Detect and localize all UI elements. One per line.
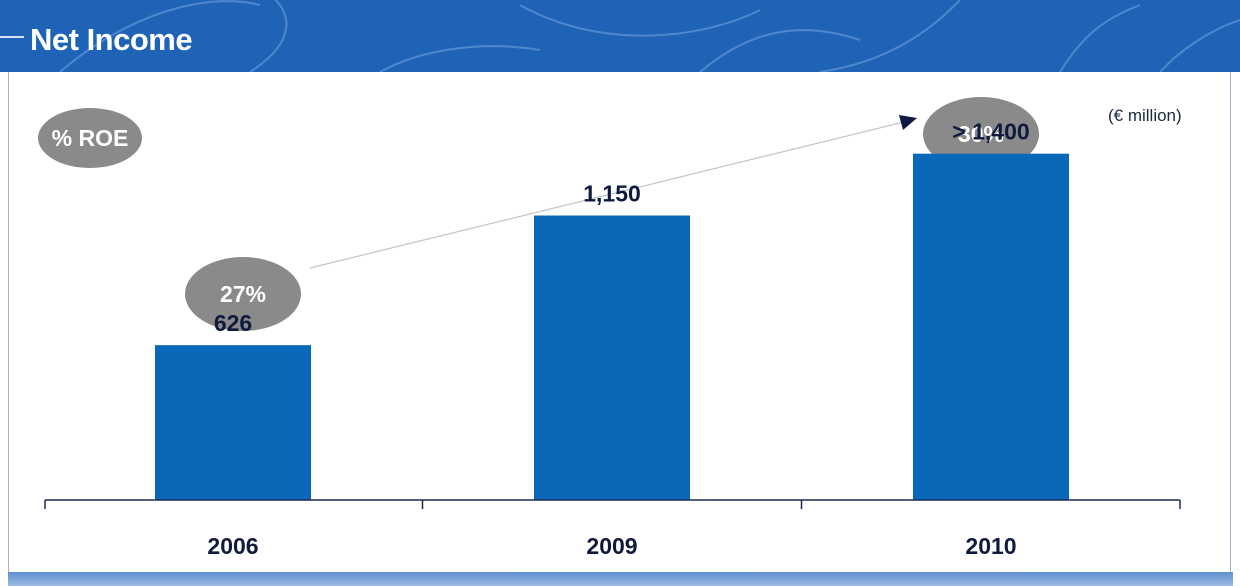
header-decoration <box>59 0 1240 72</box>
roe-ellipse-2010 <box>923 97 1039 171</box>
value-label-2009: 1,150 <box>583 181 641 207</box>
bar-2010 <box>913 153 1069 500</box>
roe-label-2010: 30% <box>958 121 1004 147</box>
unit-label: (€ million) <box>1108 106 1182 125</box>
header-banner: Net Income <box>0 0 1240 72</box>
title-accent-line <box>0 36 24 38</box>
year-label-2006: 2006 <box>207 533 258 559</box>
content-frame <box>8 72 1231 572</box>
page-title: Net Income <box>30 22 193 57</box>
bar-2009 <box>534 215 690 501</box>
roe-legend-ellipse <box>38 108 142 168</box>
roe-legend-label: % ROE <box>52 125 129 151</box>
year-label-2009: 2009 <box>586 533 637 559</box>
value-label-2006: 626 <box>214 310 252 336</box>
roe-label-2006: 27% <box>220 281 266 307</box>
bar-2006 <box>155 345 311 500</box>
roe-ellipse-2006 <box>185 257 301 331</box>
arrowhead-icon <box>899 115 917 130</box>
year-label-2010: 2010 <box>965 533 1016 559</box>
roe-trend-arrow <box>309 119 913 269</box>
bottom-bar <box>8 572 1233 586</box>
value-label-2010: > 1,400 <box>952 119 1029 145</box>
